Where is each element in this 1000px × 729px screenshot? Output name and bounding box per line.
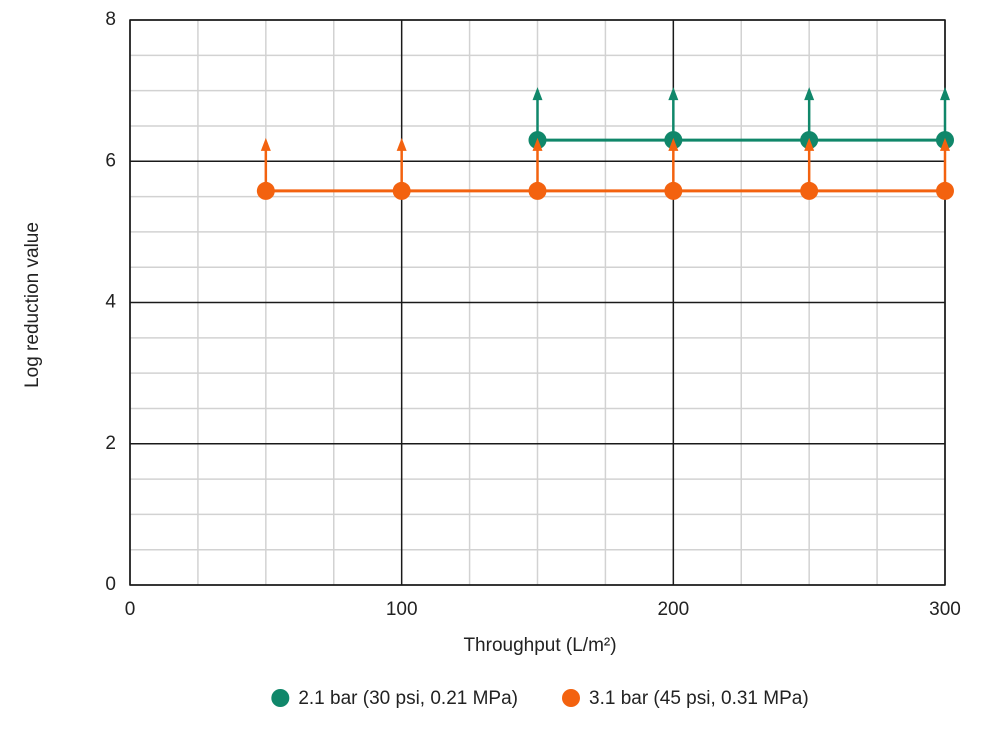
y-tick-label: 0 [105, 574, 116, 595]
data-point [936, 181, 954, 200]
plot-frame [129, 19, 946, 586]
arrow-head [668, 137, 679, 151]
x-tick-label: 300 [929, 599, 961, 620]
arrow-head [396, 137, 407, 151]
legend-label: 2.1 bar (30 psi, 0.21 MPa) [298, 688, 518, 709]
series [256, 137, 954, 200]
x-tick-label: 100 [386, 599, 418, 620]
arrow-head [532, 87, 543, 101]
legend: 2.1 bar (30 psi, 0.21 MPa) 3.1 bar (45 ps… [271, 688, 809, 709]
arrow-head [532, 137, 543, 151]
data-point [256, 181, 275, 200]
legend-label: 3.1 bar (45 psi, 0.31 MPa) [589, 688, 809, 709]
arrow-head [668, 87, 679, 101]
data-point [664, 181, 683, 200]
y-tick-label: 2 [105, 433, 116, 454]
x-tick-label: 0 [125, 599, 136, 620]
x-tick-label: 200 [657, 599, 689, 620]
data-point [800, 181, 819, 200]
legend-marker [271, 689, 290, 707]
arrow-head [804, 87, 815, 101]
arrow-head [804, 137, 815, 151]
y-tick-label: 6 [105, 150, 116, 171]
legend-item: 3.1 bar (45 psi, 0.31 MPa) [562, 688, 809, 709]
legend-marker [562, 689, 580, 707]
arrow-head [260, 137, 271, 151]
arrow-head [940, 137, 950, 151]
legend-item: 2.1 bar (30 psi, 0.21 MPa) [271, 688, 518, 709]
y-tick-label: 8 [105, 9, 116, 30]
data-point [528, 181, 547, 200]
arrow-head [940, 87, 950, 101]
data-point [392, 181, 411, 200]
x-axis-title: Throughput (L/m²) [463, 635, 616, 656]
y-axis-title: Log reduction value [22, 222, 43, 388]
y-tick-label: 4 [105, 292, 116, 313]
series [528, 87, 954, 150]
